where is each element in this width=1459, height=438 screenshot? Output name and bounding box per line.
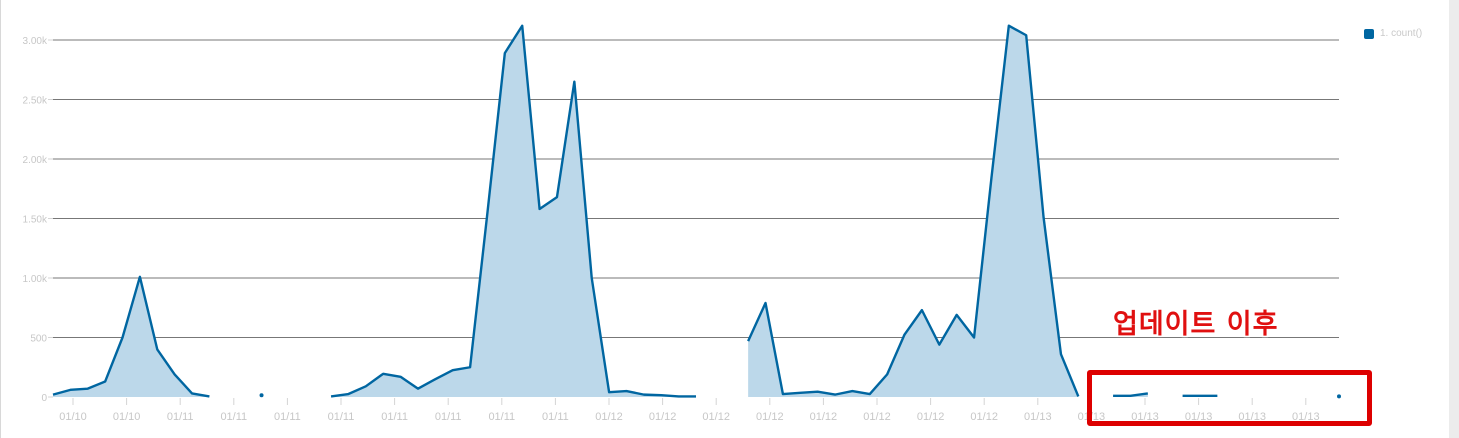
- y-tick-label: 2.00k: [23, 155, 48, 166]
- legend[interactable]: 1. count(): [1364, 28, 1422, 39]
- series-line: [52, 275, 210, 398]
- x-tick-label: 01/10: [59, 411, 87, 423]
- x-tick-label: 01/13: [1292, 411, 1320, 423]
- series-count: [52, 24, 1341, 399]
- x-tick-label: 01/10: [113, 411, 141, 423]
- area-fill: [53, 276, 210, 397]
- x-tick-label: 01/13: [1024, 411, 1052, 423]
- series-line: [1113, 392, 1149, 398]
- x-tick-label: 01/12: [756, 411, 784, 423]
- x-tick-label: 01/11: [167, 411, 194, 423]
- x-tick-label: 01/12: [917, 411, 945, 423]
- y-tick-label: 1.50k: [23, 215, 48, 226]
- y-tick-label: 2.50k: [23, 96, 48, 107]
- annotation-text: 업데이트 이후: [1113, 309, 1279, 340]
- x-tick-label: 01/12: [702, 411, 730, 423]
- area-fill: [331, 25, 696, 397]
- x-tick-label: 01/11: [328, 411, 355, 423]
- x-tick-label: 01/13: [1185, 411, 1213, 423]
- x-tick-label: 01/11: [274, 411, 301, 423]
- x-tick-label: 01/13: [1131, 411, 1159, 423]
- data-point: [259, 393, 264, 398]
- x-tick-label: 01/12: [649, 411, 677, 423]
- x-tick-label: 01/11: [542, 411, 569, 423]
- y-tick-label: 3.00k: [23, 36, 48, 47]
- x-tick-label: 01/11: [435, 411, 462, 423]
- area-fill: [748, 25, 1079, 397]
- x-axis-ticks: 01/10 01/10 01/11 01/11 01/11 01/11 01/11 01/11…: [59, 398, 1320, 423]
- x-tick-label: 01/11: [220, 411, 247, 423]
- y-tick-label: 500: [30, 334, 47, 345]
- data-point: [1337, 394, 1341, 399]
- x-tick-label: 01/13: [1238, 411, 1266, 423]
- legend-swatch-icon: [1364, 28, 1374, 39]
- y-tick-label: 0: [41, 393, 47, 404]
- legend-label: 1. count(): [1380, 28, 1423, 39]
- y-axis-ticks: 0 500 1.00k 1.50k 2.00k 2.50k 3.00k: [23, 36, 53, 404]
- highlight-box: [1087, 370, 1372, 426]
- series-line: [747, 24, 1080, 397]
- x-tick-label: 01/12: [970, 411, 998, 423]
- x-tick-label: 01/11: [381, 411, 408, 423]
- x-tick-label: 01/12: [595, 411, 623, 423]
- x-tick-label: 01/12: [863, 411, 891, 423]
- x-tick-label: 01/12: [810, 411, 838, 423]
- x-tick-label: 01/11: [488, 411, 515, 423]
- grid-layer: [53, 39, 1339, 338]
- series-line: [330, 24, 696, 398]
- y-tick-label: 1.00k: [23, 274, 48, 285]
